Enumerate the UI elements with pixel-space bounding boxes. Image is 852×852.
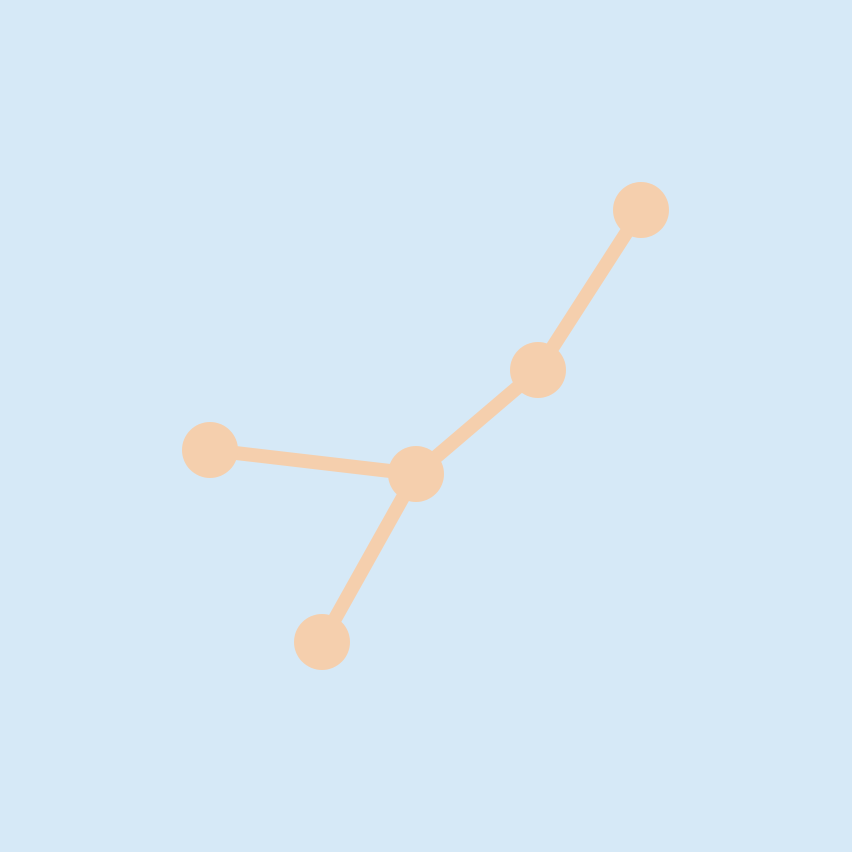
edge-left-center (203, 443, 423, 481)
edge-center-bottom (315, 467, 423, 649)
node-top (613, 182, 669, 238)
edge-mid-top (531, 203, 648, 377)
node-left (182, 422, 238, 478)
node-bottom (294, 614, 350, 670)
node-center (388, 446, 444, 502)
constellation-edges (203, 203, 648, 649)
node-mid (510, 342, 566, 398)
constellation-nodes (182, 182, 669, 670)
